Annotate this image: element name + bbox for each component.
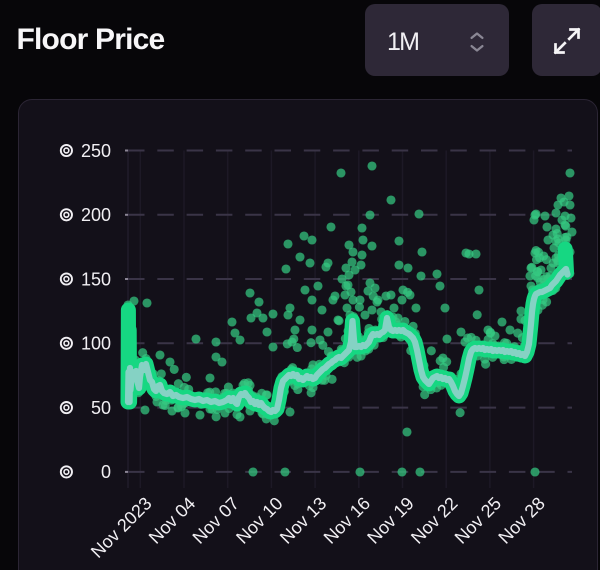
svg-text:Nov 2023: Nov 2023 <box>87 493 156 562</box>
svg-text:50: 50 <box>91 398 111 418</box>
svg-text:Nov 16: Nov 16 <box>320 493 374 547</box>
svg-text:100: 100 <box>81 334 111 354</box>
svg-text:Nov 28: Nov 28 <box>494 493 548 547</box>
svg-text:Nov 13: Nov 13 <box>276 493 330 547</box>
svg-text:Nov 04: Nov 04 <box>145 493 199 547</box>
svg-text:Nov 07: Nov 07 <box>189 493 243 547</box>
svg-text:Nov 19: Nov 19 <box>363 493 417 547</box>
svg-text:Nov 22: Nov 22 <box>407 493 461 547</box>
svg-text:Nov 25: Nov 25 <box>451 493 505 547</box>
svg-text:150: 150 <box>81 269 111 289</box>
svg-text:200: 200 <box>81 205 111 225</box>
svg-text:250: 250 <box>81 141 111 161</box>
svg-text:0: 0 <box>101 462 111 482</box>
svg-text:Nov 10: Nov 10 <box>232 493 286 547</box>
